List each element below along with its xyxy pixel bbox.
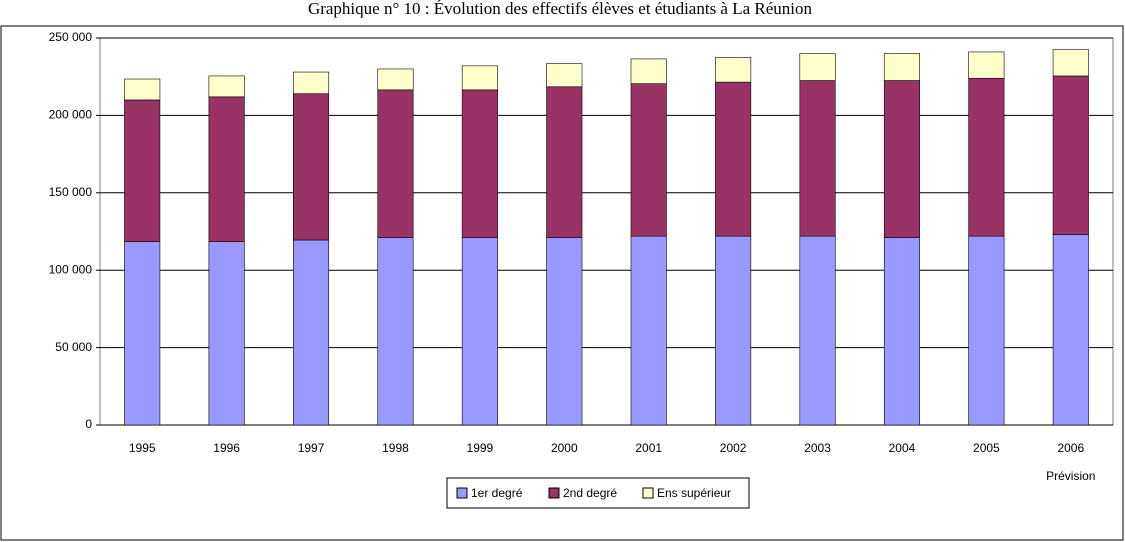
bar-segment: [799, 235, 836, 426]
bar-segment: [124, 99, 161, 242]
bar-segment: [630, 235, 667, 426]
bar-segment: [293, 93, 330, 241]
bar-segment: [883, 237, 920, 426]
x-tick-label: 2003: [804, 441, 831, 455]
bar-segment: [124, 241, 161, 426]
legend-label: 2nd degré: [563, 486, 617, 500]
y-tick-label: 0: [85, 417, 92, 431]
bar-segment: [461, 89, 498, 238]
bar-segment: [546, 237, 583, 426]
bar-segment: [715, 235, 752, 426]
x-tick-label: 1997: [298, 441, 325, 455]
bar-segment: [124, 78, 161, 101]
bar-segment: [546, 86, 583, 238]
plot-area: [99, 37, 1114, 426]
bar-segment: [377, 237, 414, 426]
bar-segment: [968, 235, 1005, 426]
bar-segment: [799, 53, 836, 81]
bar-segment: [377, 68, 414, 91]
legend-label: 1er degré: [471, 486, 523, 500]
y-tick-label: 150 000: [49, 185, 93, 199]
bar-segment: [715, 57, 752, 83]
legend-swatch: [642, 487, 654, 499]
bar-segment: [208, 241, 245, 426]
bar-segment: [461, 237, 498, 426]
bar-segment: [208, 96, 245, 242]
x-tick-label: 2004: [889, 441, 916, 455]
bar-segment: [1052, 75, 1089, 235]
bar-segment: [715, 81, 752, 237]
x-tick-label: 2000: [551, 441, 578, 455]
bar-segment: [461, 65, 498, 91]
y-tick-label: 50 000: [55, 340, 92, 354]
bar-segment: [968, 77, 1005, 237]
bar-segment: [546, 63, 583, 88]
y-tick-label: 250 000: [49, 30, 93, 44]
legend-swatch: [456, 487, 468, 499]
x-tick-label: 1999: [467, 441, 494, 455]
x-tick-label: 2001: [635, 441, 662, 455]
chart-title: Graphique n° 10 : Évolution des effectif…: [308, 0, 813, 18]
bar-segment: [1052, 234, 1089, 426]
x-tick-label: 2006: [1057, 441, 1084, 455]
y-tick-label: 100 000: [49, 262, 93, 276]
bar-segment: [630, 58, 667, 84]
legend-box: [446, 477, 750, 509]
x-tick-label: 2005: [973, 441, 1000, 455]
bar-segment: [293, 71, 330, 95]
x-tick-label: 1998: [382, 441, 409, 455]
bar-segment: [1052, 49, 1089, 77]
bar-segment: [293, 239, 330, 426]
y-tick-label: 200 000: [49, 108, 93, 122]
x-tick-label: 1995: [129, 441, 156, 455]
bar-segment: [968, 51, 1005, 79]
annotation: Prévision: [1046, 469, 1095, 483]
bar-segment: [883, 80, 920, 238]
bar-segment: [883, 53, 920, 81]
x-tick-label: 1996: [213, 441, 240, 455]
bar-segment: [377, 89, 414, 238]
legend-label: Ens supérieur: [657, 486, 731, 500]
bar-segment: [208, 75, 245, 98]
bar-segment: [630, 83, 667, 237]
bar-segment: [799, 80, 836, 237]
x-tick-label: 2002: [720, 441, 747, 455]
legend-swatch: [548, 487, 560, 499]
